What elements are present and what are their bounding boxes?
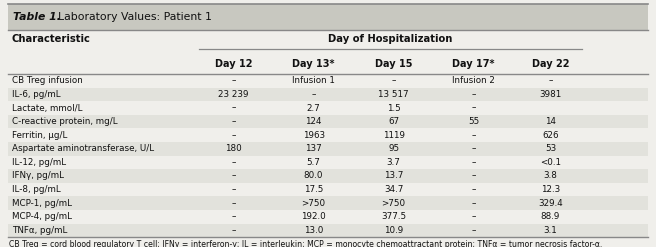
Text: 1.5: 1.5 [387, 103, 401, 113]
Bar [8, 169, 648, 183]
Text: 88.9: 88.9 [541, 212, 560, 221]
Text: –: – [472, 226, 476, 235]
Text: –: – [232, 199, 236, 208]
Text: Characteristic: Characteristic [12, 34, 91, 44]
Text: –: – [472, 158, 476, 167]
Text: 13 517: 13 517 [379, 90, 409, 99]
Bar [8, 156, 648, 169]
Bar [8, 30, 648, 53]
Text: Infusion 2: Infusion 2 [452, 76, 495, 85]
Text: 3.1: 3.1 [544, 226, 558, 235]
Bar [8, 224, 648, 237]
Text: –: – [472, 199, 476, 208]
Text: 626: 626 [543, 131, 559, 140]
Text: CB Treg infusion: CB Treg infusion [12, 76, 83, 85]
Text: –: – [472, 185, 476, 194]
Text: –: – [232, 226, 236, 235]
Text: >750: >750 [382, 199, 405, 208]
Bar [8, 142, 648, 156]
Text: –: – [232, 212, 236, 221]
Text: 192.0: 192.0 [301, 212, 326, 221]
Text: IL-6, pg/mL: IL-6, pg/mL [12, 90, 60, 99]
Text: 5.7: 5.7 [306, 158, 321, 167]
Bar [8, 210, 648, 224]
Text: 2.7: 2.7 [307, 103, 321, 113]
Text: 95: 95 [388, 144, 400, 153]
Text: 14: 14 [545, 117, 556, 126]
Text: Aspartate aminotransferase, U/L: Aspartate aminotransferase, U/L [12, 144, 154, 153]
Text: –: – [232, 158, 236, 167]
Bar [8, 196, 648, 210]
Text: Day of Hospitalization: Day of Hospitalization [328, 34, 453, 44]
Text: –: – [232, 103, 236, 113]
Bar [8, 183, 648, 196]
Bar [8, 53, 648, 74]
Text: 13.0: 13.0 [304, 226, 323, 235]
Text: 1119: 1119 [382, 131, 405, 140]
Text: Infusion 1: Infusion 1 [292, 76, 335, 85]
Text: <0.1: <0.1 [540, 158, 561, 167]
Text: Day 17*: Day 17* [453, 59, 495, 69]
Text: –: – [232, 171, 236, 181]
Text: Day 12: Day 12 [215, 59, 253, 69]
Bar [8, 101, 648, 115]
Text: TNFα, pg/mL: TNFα, pg/mL [12, 226, 67, 235]
Text: 80.0: 80.0 [304, 171, 323, 181]
Text: >750: >750 [302, 199, 325, 208]
Text: Day 15: Day 15 [375, 59, 413, 69]
Text: 13.7: 13.7 [384, 171, 403, 181]
Text: –: – [232, 117, 236, 126]
Text: Lactate, mmol/L: Lactate, mmol/L [12, 103, 82, 113]
Bar [8, 74, 648, 88]
Text: 55: 55 [468, 117, 480, 126]
Text: –: – [232, 76, 236, 85]
Bar [8, 115, 648, 128]
Text: IFNγ, pg/mL: IFNγ, pg/mL [12, 171, 64, 181]
Bar [8, 128, 648, 142]
Text: –: – [548, 76, 552, 85]
Text: Table 1.: Table 1. [13, 12, 61, 22]
Text: –: – [232, 185, 236, 194]
Text: Day 13*: Day 13* [293, 59, 335, 69]
Text: 34.7: 34.7 [384, 185, 403, 194]
Text: 23 239: 23 239 [218, 90, 249, 99]
Text: 3981: 3981 [539, 90, 562, 99]
Text: C-reactive protein, mg/L: C-reactive protein, mg/L [12, 117, 117, 126]
Text: –: – [472, 144, 476, 153]
Text: 67: 67 [388, 117, 400, 126]
Text: –: – [472, 212, 476, 221]
Text: 180: 180 [225, 144, 242, 153]
Text: MCP-4, pg/mL: MCP-4, pg/mL [12, 212, 72, 221]
Text: –: – [472, 90, 476, 99]
Text: –: – [392, 76, 396, 85]
Text: MCP-1, pg/mL: MCP-1, pg/mL [12, 199, 72, 208]
Bar [8, 88, 648, 101]
Text: Laboratory Values: Patient 1: Laboratory Values: Patient 1 [58, 12, 212, 22]
Text: 329.4: 329.4 [538, 199, 563, 208]
Text: 124: 124 [305, 117, 322, 126]
Bar [8, 4, 648, 30]
Text: 12.3: 12.3 [541, 185, 560, 194]
Text: 137: 137 [305, 144, 322, 153]
Text: –: – [312, 90, 316, 99]
Text: 53: 53 [545, 144, 556, 153]
Text: –: – [472, 171, 476, 181]
Text: CB Treg = cord blood regulatory T cell; IFNγ = interferon-γ; IL = interleukin; M: CB Treg = cord blood regulatory T cell; … [9, 240, 603, 247]
Text: –: – [232, 131, 236, 140]
Text: –: – [472, 131, 476, 140]
Text: IL-12, pg/mL: IL-12, pg/mL [12, 158, 66, 167]
Text: Ferritin, μg/L: Ferritin, μg/L [12, 131, 67, 140]
Text: 377.5: 377.5 [381, 212, 406, 221]
Text: 1963: 1963 [302, 131, 325, 140]
Text: 3.8: 3.8 [544, 171, 558, 181]
Text: 10.9: 10.9 [384, 226, 403, 235]
Text: 3.7: 3.7 [386, 158, 401, 167]
Text: –: – [472, 103, 476, 113]
Text: 17.5: 17.5 [304, 185, 323, 194]
Text: Day 22: Day 22 [532, 59, 569, 69]
Text: IL-8, pg/mL: IL-8, pg/mL [12, 185, 60, 194]
